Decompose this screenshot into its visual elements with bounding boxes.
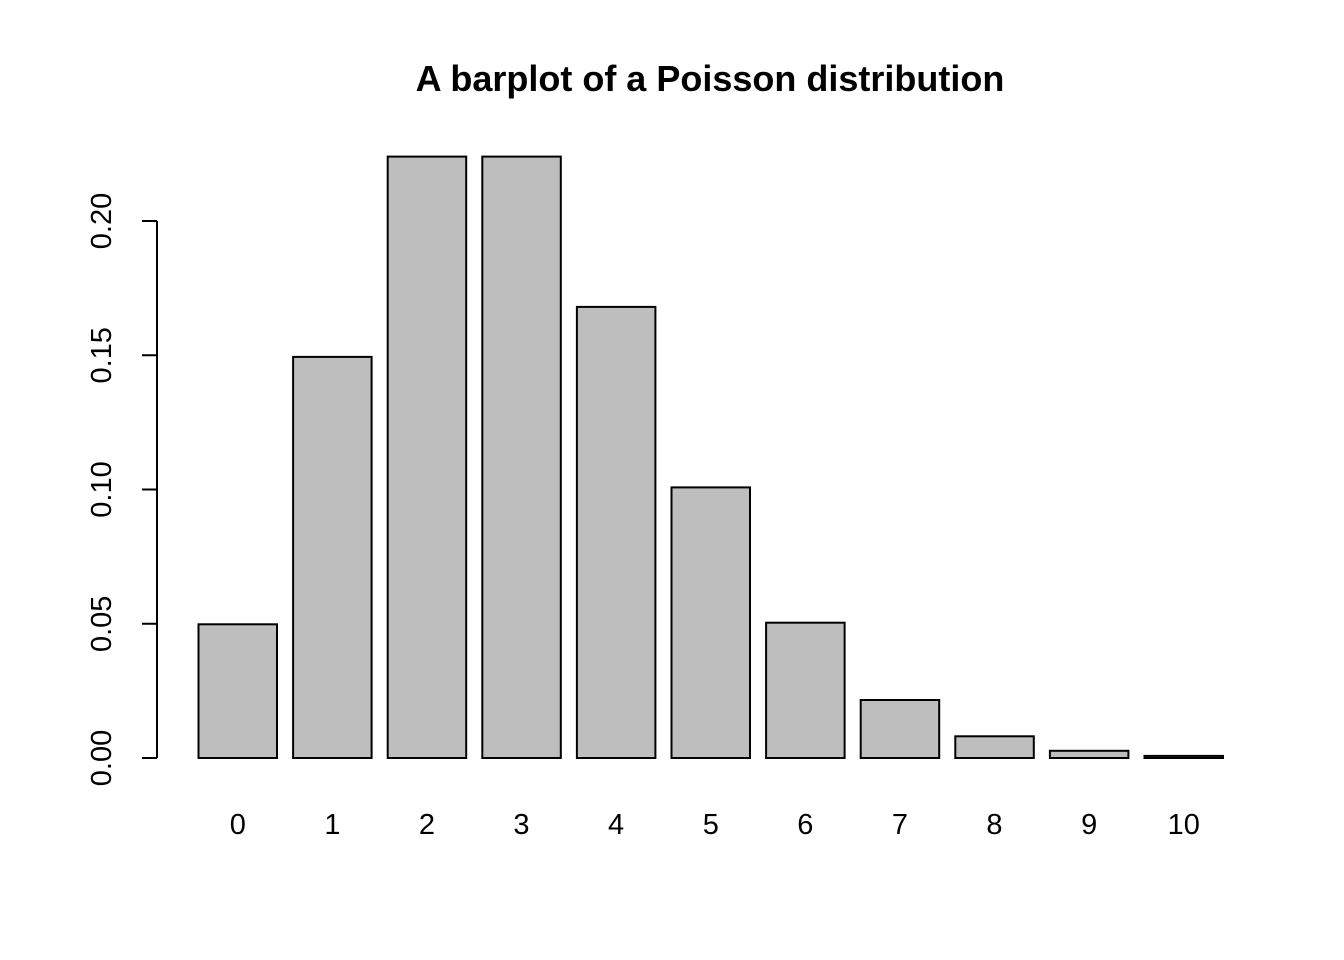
bar-6 bbox=[765, 621, 846, 760]
bar-2 bbox=[386, 155, 468, 760]
x-tick-label: 9 bbox=[1081, 809, 1097, 841]
x-tick-label: 7 bbox=[892, 809, 908, 841]
y-tick-label: 0.05 bbox=[86, 596, 118, 652]
y-tick-label: 0.10 bbox=[86, 461, 118, 517]
bar-1 bbox=[292, 355, 373, 759]
x-tick-label: 1 bbox=[324, 809, 340, 841]
y-axis: 0.00 0.05 0.10 0.15 0.20 bbox=[86, 193, 158, 786]
bar-7 bbox=[859, 699, 941, 759]
bar-5 bbox=[670, 486, 751, 759]
bar-3 bbox=[481, 155, 562, 760]
x-tick-label: 5 bbox=[703, 809, 719, 841]
y-tick-label: 0.20 bbox=[86, 193, 118, 249]
bar-8 bbox=[954, 735, 1035, 759]
x-tick-label: 0 bbox=[230, 809, 246, 841]
y-tick-label: 0.15 bbox=[86, 327, 118, 383]
x-tick-label: 2 bbox=[419, 809, 435, 841]
x-tick-label: 6 bbox=[797, 809, 813, 841]
x-tick-label: 4 bbox=[608, 809, 624, 841]
bar-0 bbox=[197, 623, 278, 759]
y-tick-label: 0.00 bbox=[86, 730, 118, 786]
bar-4 bbox=[575, 305, 657, 759]
bar-10 bbox=[1143, 754, 1224, 760]
x-axis-labels: 0 1 2 3 4 5 6 7 8 9 10 bbox=[230, 809, 1200, 841]
x-tick-label: 3 bbox=[513, 809, 529, 841]
x-tick-label: 8 bbox=[986, 809, 1002, 841]
bar-9 bbox=[1048, 749, 1130, 759]
x-tick-label: 10 bbox=[1168, 809, 1200, 841]
chart-title: A barplot of a Poisson distribution bbox=[415, 58, 1005, 99]
bars-group bbox=[197, 155, 1224, 760]
